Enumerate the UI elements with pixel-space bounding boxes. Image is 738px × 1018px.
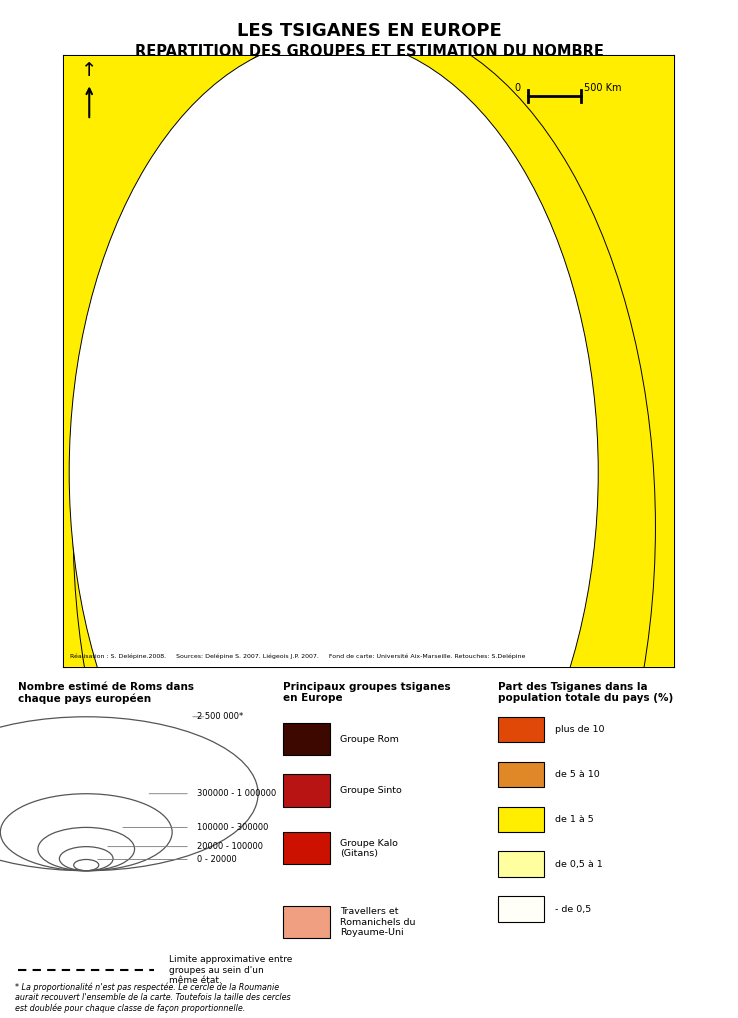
Ellipse shape bbox=[28, 0, 574, 675]
Text: Part des Tsiganes dans la
population totale du pays (%): Part des Tsiganes dans la population tot… bbox=[498, 681, 673, 703]
Text: 300000 - 1 000000: 300000 - 1 000000 bbox=[197, 789, 277, 798]
Text: Limite approximative entre
groupes au sein d'un
même état.: Limite approximative entre groupes au se… bbox=[168, 955, 292, 985]
Text: 20000 - 100000: 20000 - 100000 bbox=[197, 842, 263, 851]
Text: Travellers et
Romanichels du
Royaume-Uni: Travellers et Romanichels du Royaume-Uni bbox=[340, 907, 416, 937]
Bar bbox=[283, 833, 330, 864]
Text: ↑: ↑ bbox=[81, 61, 97, 80]
Ellipse shape bbox=[0, 0, 646, 1018]
Ellipse shape bbox=[63, 0, 738, 860]
Ellipse shape bbox=[169, 0, 637, 563]
Text: 100000 - 300000: 100000 - 300000 bbox=[197, 823, 269, 832]
Bar bbox=[498, 896, 545, 922]
Bar bbox=[283, 775, 330, 806]
Ellipse shape bbox=[179, 7, 627, 586]
Text: 0 - 20000: 0 - 20000 bbox=[197, 855, 237, 864]
Bar bbox=[498, 717, 545, 742]
Text: Principaux groupes tsiganes
en Europe: Principaux groupes tsiganes en Europe bbox=[283, 681, 451, 703]
Ellipse shape bbox=[179, 26, 614, 606]
Ellipse shape bbox=[0, 0, 627, 579]
Text: 2 500 000*: 2 500 000* bbox=[197, 713, 244, 722]
Bar bbox=[283, 723, 330, 755]
Text: 0: 0 bbox=[514, 82, 520, 93]
Ellipse shape bbox=[73, 20, 655, 1018]
Ellipse shape bbox=[0, 0, 492, 1018]
Text: de 0,5 à 1: de 0,5 à 1 bbox=[555, 860, 603, 868]
Text: Groupe Rom: Groupe Rom bbox=[340, 735, 399, 744]
Text: plus de 10: plus de 10 bbox=[555, 725, 604, 734]
Ellipse shape bbox=[69, 38, 599, 907]
Text: - de 0,5: - de 0,5 bbox=[555, 905, 591, 914]
Text: Groupe Kalo
(Gitans): Groupe Kalo (Gitans) bbox=[340, 839, 399, 858]
Text: de 5 à 10: de 5 à 10 bbox=[555, 770, 600, 779]
Bar bbox=[498, 761, 545, 787]
Text: de 1 à 5: de 1 à 5 bbox=[555, 814, 594, 824]
Text: * La proportionalité n'est pas respectée. Le cercle de la Roumanie
aurait recouv: * La proportionalité n'est pas respectée… bbox=[15, 982, 290, 1013]
Text: Réalisation : S. Delépine.2008.     Sources: Delépine S. 2007. Liégeois J.P. 200: Réalisation : S. Delépine.2008. Sources:… bbox=[69, 654, 525, 660]
Bar bbox=[283, 906, 330, 938]
Text: Nombre estimé de Roms dans
chaque pays européen: Nombre estimé de Roms dans chaque pays e… bbox=[18, 681, 194, 703]
Text: LES TSIGANES EN EUROPE: LES TSIGANES EN EUROPE bbox=[237, 22, 501, 41]
Bar bbox=[498, 851, 545, 878]
Text: Groupe Sinto: Groupe Sinto bbox=[340, 786, 402, 795]
Text: 500 Km: 500 Km bbox=[584, 82, 621, 93]
Ellipse shape bbox=[68, 0, 738, 1018]
Bar bbox=[498, 806, 545, 833]
Text: REPARTITION DES GROUPES ET ESTIMATION DU NOMBRE: REPARTITION DES GROUPES ET ESTIMATION DU… bbox=[134, 44, 604, 59]
Ellipse shape bbox=[0, 0, 738, 683]
Ellipse shape bbox=[0, 0, 738, 724]
